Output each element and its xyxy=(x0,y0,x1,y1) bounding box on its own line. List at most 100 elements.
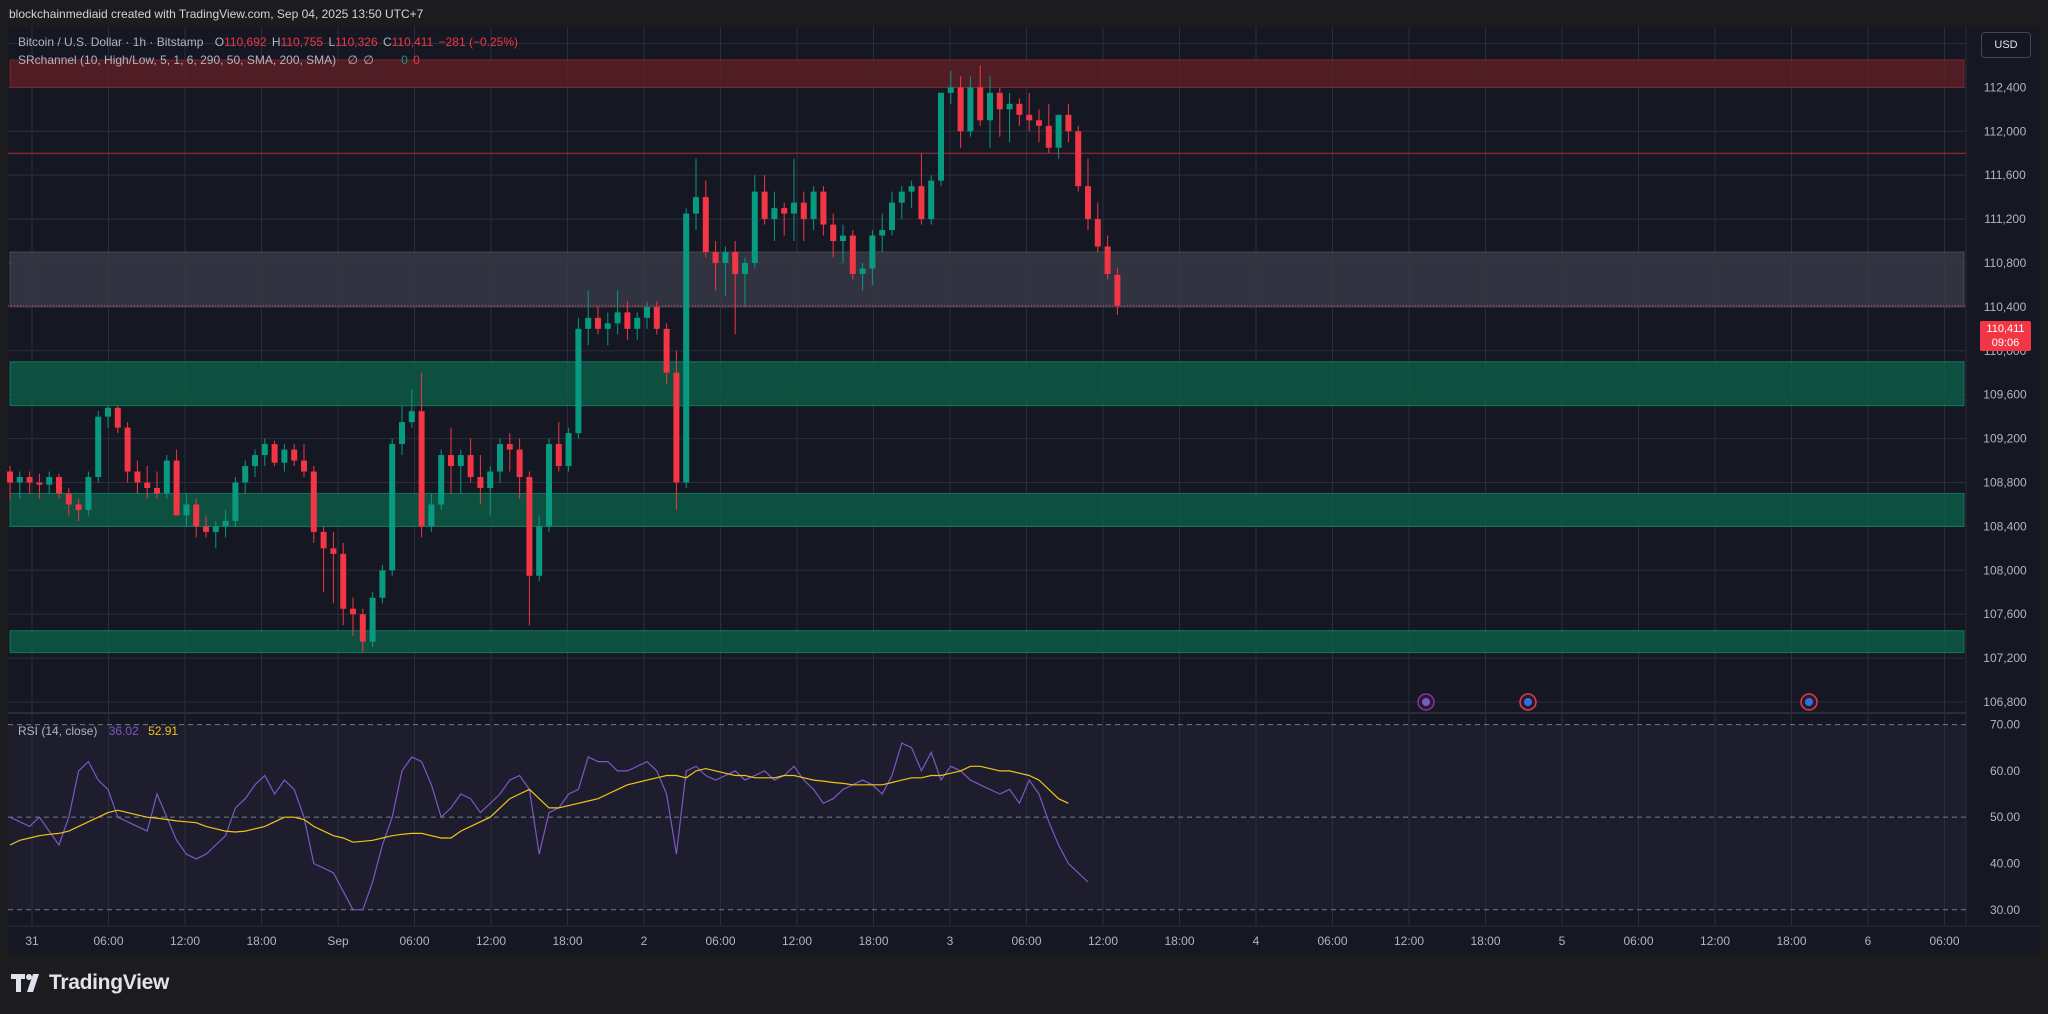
candle xyxy=(291,444,298,467)
candle xyxy=(908,180,915,209)
candle-body xyxy=(154,487,160,494)
candle-body xyxy=(212,526,219,532)
support-zone xyxy=(9,630,1965,654)
event-marker-icon xyxy=(1417,693,1435,711)
rsi-value: 36.02 xyxy=(108,724,139,738)
candle xyxy=(820,186,827,236)
candle-body xyxy=(653,306,660,329)
candle xyxy=(791,158,797,242)
candle-body xyxy=(712,252,719,263)
candle xyxy=(722,246,729,296)
chart-frame[interactable] xyxy=(8,27,2040,953)
candle xyxy=(1094,202,1101,253)
y-tick-label: 109,600 xyxy=(1983,388,2027,402)
candle-body xyxy=(1055,114,1062,148)
candle xyxy=(203,515,209,538)
candle xyxy=(751,175,758,269)
candle xyxy=(134,460,141,494)
y-tick-label: 106,800 xyxy=(1983,695,2027,709)
candle xyxy=(7,466,13,499)
candle xyxy=(1114,267,1121,316)
candle-body xyxy=(506,444,513,450)
candle-body xyxy=(203,526,209,532)
candle xyxy=(1065,103,1072,143)
x-tick-label: 06:00 xyxy=(1317,934,1347,948)
candle-body xyxy=(516,449,523,478)
x-tick-label: 06:00 xyxy=(1929,934,1959,948)
candle xyxy=(898,186,905,220)
candle-body xyxy=(820,191,827,225)
candle-body xyxy=(477,477,484,488)
candle xyxy=(506,433,513,472)
y-tick-label: 110,400 xyxy=(1984,300,2027,314)
candle xyxy=(457,449,464,494)
candle-body xyxy=(124,427,131,472)
candle xyxy=(1104,235,1111,280)
y-tick-label: 111,600 xyxy=(1984,168,2026,182)
candle xyxy=(565,427,572,472)
candle-body xyxy=(751,191,758,263)
close-value: 110,411 xyxy=(391,35,434,49)
candle xyxy=(350,597,356,637)
candle xyxy=(242,460,249,494)
candle xyxy=(1006,92,1013,143)
candle xyxy=(693,158,699,231)
candle xyxy=(879,213,886,253)
candle xyxy=(359,608,366,653)
candle xyxy=(114,405,121,434)
candle-body xyxy=(604,323,611,329)
candle-body xyxy=(624,312,631,329)
change-value: −281 (−0.25%) xyxy=(438,35,518,49)
currency-button[interactable]: USD xyxy=(1981,32,2031,58)
candle xyxy=(56,473,62,499)
candle xyxy=(634,312,641,340)
candle-body xyxy=(800,202,807,220)
x-tick-label: 4 xyxy=(1253,934,1260,948)
candle xyxy=(624,301,631,340)
candle xyxy=(604,312,611,346)
open-value: 110,692 xyxy=(224,35,267,49)
candle xyxy=(105,405,111,428)
candle xyxy=(1055,114,1062,159)
y-tick-label: 111,200 xyxy=(1984,212,2026,226)
candle-body xyxy=(95,416,102,478)
resistance-zone xyxy=(9,59,1965,88)
candle xyxy=(16,471,23,499)
candle-body xyxy=(340,553,347,609)
candle-body xyxy=(467,455,474,478)
candle-body xyxy=(957,87,964,132)
candle-body xyxy=(693,197,699,214)
candle xyxy=(1085,158,1091,231)
candle xyxy=(497,438,503,483)
candle xyxy=(1075,125,1082,192)
candle xyxy=(712,241,719,291)
candle xyxy=(889,191,895,236)
candle xyxy=(85,471,92,516)
candle-body xyxy=(144,482,151,488)
candle-body xyxy=(7,471,13,483)
tradingview-wordmark: TradingView xyxy=(49,971,170,994)
tradingview-logo[interactable]: TradingView xyxy=(11,970,169,996)
candle-body xyxy=(1065,114,1072,132)
symbol-title: Bitcoin / U.S. Dollar · 1h · Bitstamp xyxy=(18,35,204,49)
candle-body xyxy=(271,444,278,463)
candle-body xyxy=(1094,219,1101,247)
rsi-tick-label: 30.00 xyxy=(1990,903,2020,917)
candle xyxy=(800,191,807,242)
candle-body xyxy=(389,444,396,571)
y-tick-label: 108,000 xyxy=(1983,563,2027,577)
candle xyxy=(585,290,592,346)
candle xyxy=(399,405,405,456)
candle-body xyxy=(193,504,200,527)
candle xyxy=(761,175,768,225)
x-tick-label: 12:00 xyxy=(1394,934,1424,948)
candle xyxy=(26,471,33,494)
candle-body xyxy=(1036,120,1042,126)
candle-body xyxy=(663,328,670,373)
candle-body xyxy=(947,87,954,93)
candle-body xyxy=(26,477,33,483)
candle-body xyxy=(1006,103,1013,110)
candle-body xyxy=(85,477,92,510)
candle-body xyxy=(634,317,641,329)
